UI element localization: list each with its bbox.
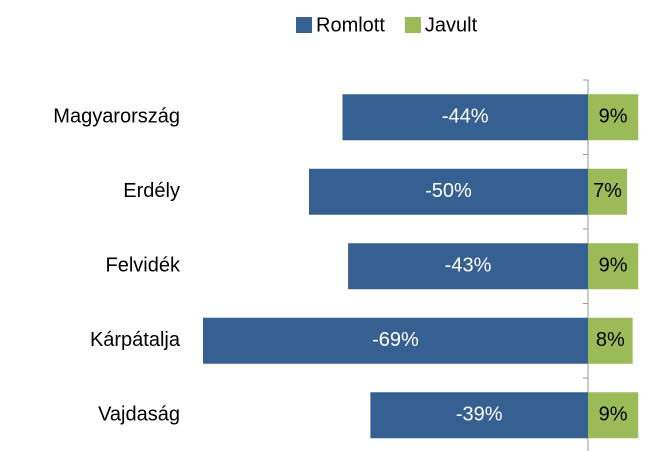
category-label: Vajdaság <box>98 404 180 426</box>
bar <box>203 317 588 364</box>
legend-swatch <box>404 17 421 33</box>
bar-label: -50% <box>425 180 472 202</box>
bar-label: -44% <box>442 106 489 128</box>
bar <box>588 317 633 364</box>
bar <box>370 392 588 439</box>
bar-label: 9% <box>599 404 628 426</box>
category-label: Kárpátalja <box>90 329 181 351</box>
bar <box>342 94 588 141</box>
bar <box>588 392 639 439</box>
legend-swatch <box>296 17 312 33</box>
bar <box>588 168 628 215</box>
legend-label: Romlott <box>316 14 385 36</box>
legend-label: Javult <box>425 14 478 36</box>
bar <box>588 243 639 290</box>
bar <box>588 94 639 141</box>
bar <box>348 243 588 290</box>
category-label: Magyarország <box>53 106 180 128</box>
bar <box>309 168 588 215</box>
category-label: Erdély <box>123 180 180 202</box>
bar-label: 8% <box>596 329 625 351</box>
bar-label: 7% <box>593 180 622 202</box>
bar-label: -69% <box>372 329 419 351</box>
bar-label: -39% <box>456 404 503 426</box>
category-label: Felvidék <box>106 255 181 277</box>
bar-label: -43% <box>445 255 492 277</box>
bar-label: 9% <box>599 255 628 277</box>
bar-label: 9% <box>599 106 628 128</box>
